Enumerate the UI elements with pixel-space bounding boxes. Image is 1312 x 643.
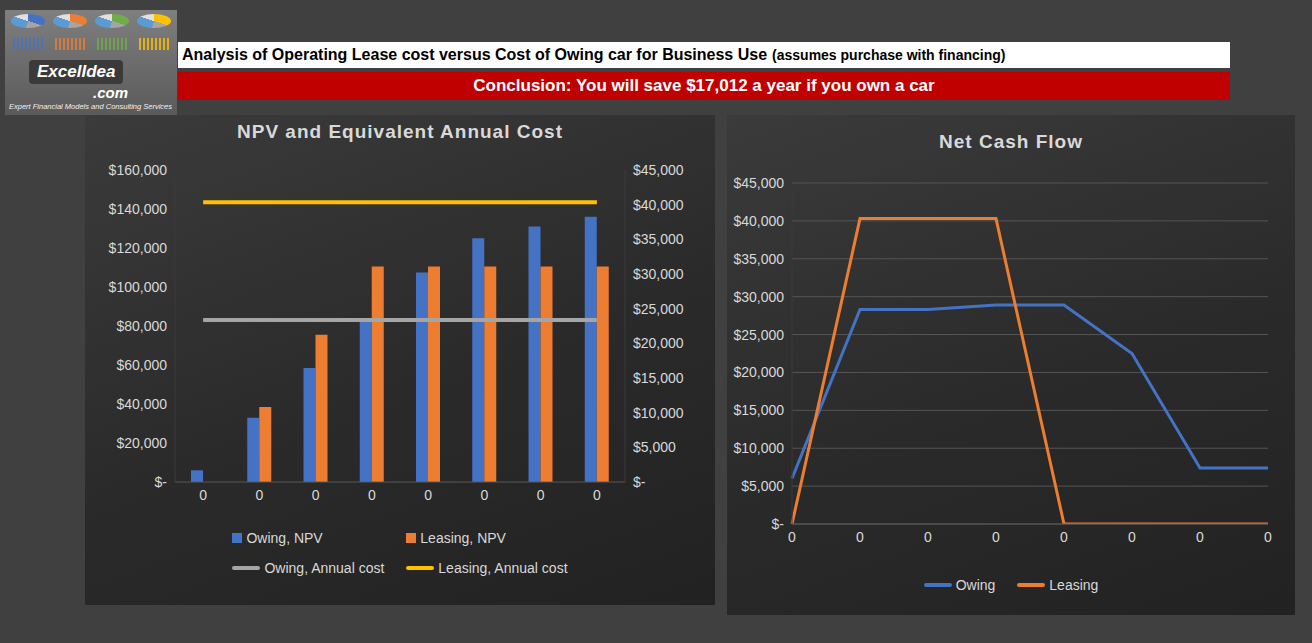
svg-text:0: 0 [199,487,207,503]
svg-text:0: 0 [312,487,320,503]
svg-text:$60,000: $60,000 [116,357,167,373]
svg-text:$10,000: $10,000 [633,405,684,421]
svg-text:$-: $- [155,474,168,490]
svg-text:0: 0 [424,487,432,503]
svg-text:$20,000: $20,000 [733,364,784,380]
svg-text:$40,000: $40,000 [633,197,684,213]
svg-text:0: 0 [255,487,263,503]
svg-text:0: 0 [368,487,376,503]
svg-text:$140,000: $140,000 [109,201,168,217]
svg-text:0: 0 [856,529,864,545]
html-text:Leasing, Annual cost: Leasing, Annual cost [438,560,568,576]
svg-text:0: 0 [788,529,796,545]
svg-text:0: 0 [992,529,1000,545]
svg-text:$25,000: $25,000 [733,327,784,343]
html-text:Owing, Annual cost: Owing, Annual cost [264,560,385,576]
html-text:Leasing, NPV: Leasing, NPV [420,530,506,546]
svg-text:$160,000: $160,000 [109,162,168,178]
svg-text:0: 0 [1128,529,1136,545]
svg-text:$30,000: $30,000 [733,289,784,305]
html-text:Expert Financial Models and Co: Expert Financial Models and Consulting S… [9,102,172,111]
svg-text:$80,000: $80,000 [116,318,167,334]
svg-text:$35,000: $35,000 [633,231,684,247]
svg-text:$-: $- [633,474,646,490]
svg-text:$5,000: $5,000 [633,439,676,455]
svg-text:$25,000: $25,000 [633,301,684,317]
svg-text:$120,000: $120,000 [109,240,168,256]
svg-text:$20,000: $20,000 [633,335,684,351]
html-text:Analysis of Operating Lease co: Analysis of Operating Lease cost versus … [182,46,1006,63]
html-text:NPV and Equivalent Annual Cost: NPV and Equivalent Annual Cost [237,121,563,142]
svg-text:0: 0 [1196,529,1204,545]
svg-text:$15,000: $15,000 [733,402,784,418]
svg-text:0: 0 [1264,529,1272,545]
svg-text:$35,000: $35,000 [733,251,784,267]
svg-text:$30,000: $30,000 [633,266,684,282]
html-text:ExcelIdea: ExcelIdea [37,62,116,81]
svg-text:$45,000: $45,000 [633,162,684,178]
html-text:Conclusion: You will save $17,: Conclusion: You will save $17,012 a year… [473,76,935,95]
svg-text:0: 0 [593,487,601,503]
svg-text:$45,000: $45,000 [733,175,784,191]
html-text:Owing: Owing [955,577,996,593]
svg-text:0: 0 [480,487,488,503]
svg-text:$-: $- [772,516,785,532]
html-text:Owing, NPV: Owing, NPV [246,530,323,546]
svg-text:$40,000: $40,000 [116,396,167,412]
svg-text:$20,000: $20,000 [116,435,167,451]
svg-text:$5,000: $5,000 [741,478,784,494]
html-text:Net Cash Flow: Net Cash Flow [939,131,1083,152]
svg-text:0: 0 [537,487,545,503]
svg-text:0: 0 [1060,529,1068,545]
html-text:.com: .com [93,84,128,101]
svg-text:$15,000: $15,000 [633,370,684,386]
svg-text:$100,000: $100,000 [109,279,168,295]
svg-text:$10,000: $10,000 [733,440,784,456]
html-text:Leasing: Leasing [1049,577,1099,593]
svg-text:$40,000: $40,000 [733,213,784,229]
svg-text:0: 0 [924,529,932,545]
